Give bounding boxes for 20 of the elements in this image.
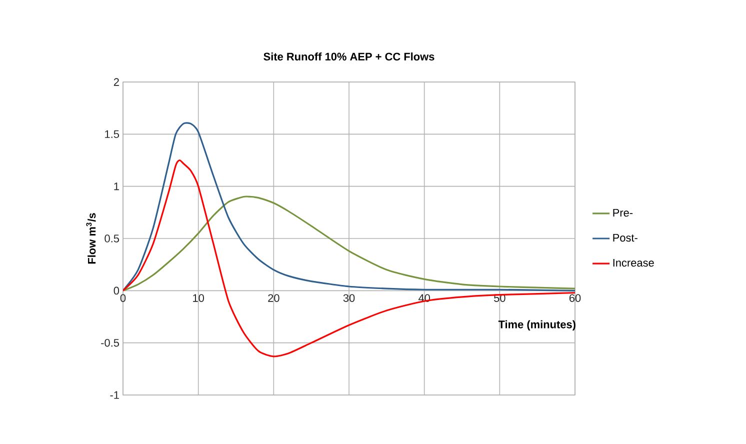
- y-axis-title: Flow m$^{3}$/s: [86, 213, 96, 264]
- y-tick-label: 0: [114, 286, 120, 295]
- x-tick-label: 0: [120, 294, 126, 302]
- legend-label: Pre-: [613, 208, 633, 217]
- y-tick-label: 1: [114, 182, 119, 190]
- x-axis-title: Time (minutes): [498, 320, 576, 330]
- x-tick-label: 60: [569, 294, 581, 302]
- chart-title: Site Runoff 10% AEP + CC Flows: [264, 52, 434, 60]
- legend-label: Post-: [613, 234, 638, 242]
- x-tick-label: 20: [268, 294, 280, 302]
- y-tick-label: 2: [114, 78, 119, 86]
- x-tick-label: 30: [343, 294, 355, 302]
- legend-label: Increase: [613, 259, 654, 267]
- line-series: [123, 122, 575, 292]
- y-tick-label: -0.5: [101, 338, 120, 347]
- line-series: [123, 196, 575, 292]
- y-tick-label: -1: [110, 391, 119, 399]
- y-tick-label: 0.5: [104, 234, 120, 242]
- y-tick-label: 1.5: [105, 130, 120, 138]
- x-tick-label: 10: [193, 294, 204, 302]
